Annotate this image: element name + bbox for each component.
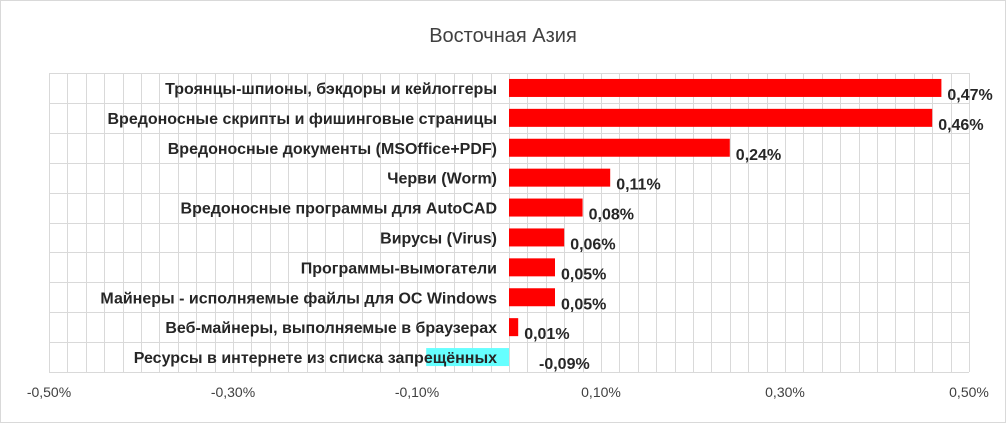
data-label: 0,24%: [736, 147, 781, 164]
category-label: Веб-майнеры, выполняемые в браузерах: [165, 320, 497, 337]
bar: [509, 318, 519, 337]
bar: [509, 78, 942, 97]
bar: [509, 198, 583, 217]
data-label: -0,09%: [539, 356, 590, 373]
data-label: 0,46%: [938, 117, 983, 134]
data-label: 0,05%: [561, 296, 606, 313]
category-label: Вредоносные документы (MSOffice+PDF): [168, 141, 497, 158]
data-label: 0,08%: [589, 207, 634, 224]
bar: [509, 108, 933, 127]
grid-lines: [49, 73, 970, 373]
x-tick-label: -0,10%: [395, 384, 439, 400]
category-label: Майнеры - исполняемые файлы для ОС Windo…: [100, 290, 497, 307]
x-axis-ticks: -0,50% -0,30% -0,10% 0,10% 0,30% 0,50%: [27, 384, 989, 400]
x-tick-label: 0,10%: [581, 384, 621, 400]
x-tick-label: -0,50%: [27, 384, 71, 400]
bar: [509, 258, 555, 277]
category-label: Троянцы-шпионы, бэкдоры и кейлоггеры: [165, 81, 497, 98]
category-label: Вредоносные программы для AutoCAD: [181, 201, 497, 218]
x-tick-label: 0,30%: [765, 384, 805, 400]
bar: [509, 168, 611, 187]
bar: [509, 228, 565, 247]
category-label: Вредоносные скрипты и фишинговые страниц…: [107, 111, 497, 128]
x-tick-label: 0,50%: [949, 384, 989, 400]
category-label: Ресурсы в интернете из списка запрещённы…: [134, 350, 497, 367]
category-label: Вирусы (Virus): [380, 230, 497, 247]
chart-title: Восточная Азия: [429, 25, 577, 47]
data-label: 0,47%: [947, 87, 992, 104]
bar: [426, 348, 509, 367]
data-label: 0,11%: [616, 177, 660, 194]
category-label: Черви (Worm): [387, 171, 497, 188]
x-tick-label: -0,30%: [211, 384, 255, 400]
labels: Троянцы-шпионы, бэкдоры и кейлоггеры 0,47…: [100, 81, 992, 373]
data-label: 0,01%: [524, 326, 569, 343]
category-label: Программы-вымогатели: [301, 260, 497, 277]
bar: [509, 138, 730, 157]
data-label: 0,06%: [570, 236, 615, 253]
data-label: 0,05%: [561, 266, 606, 283]
bar: [509, 288, 555, 307]
bars: [426, 78, 942, 367]
